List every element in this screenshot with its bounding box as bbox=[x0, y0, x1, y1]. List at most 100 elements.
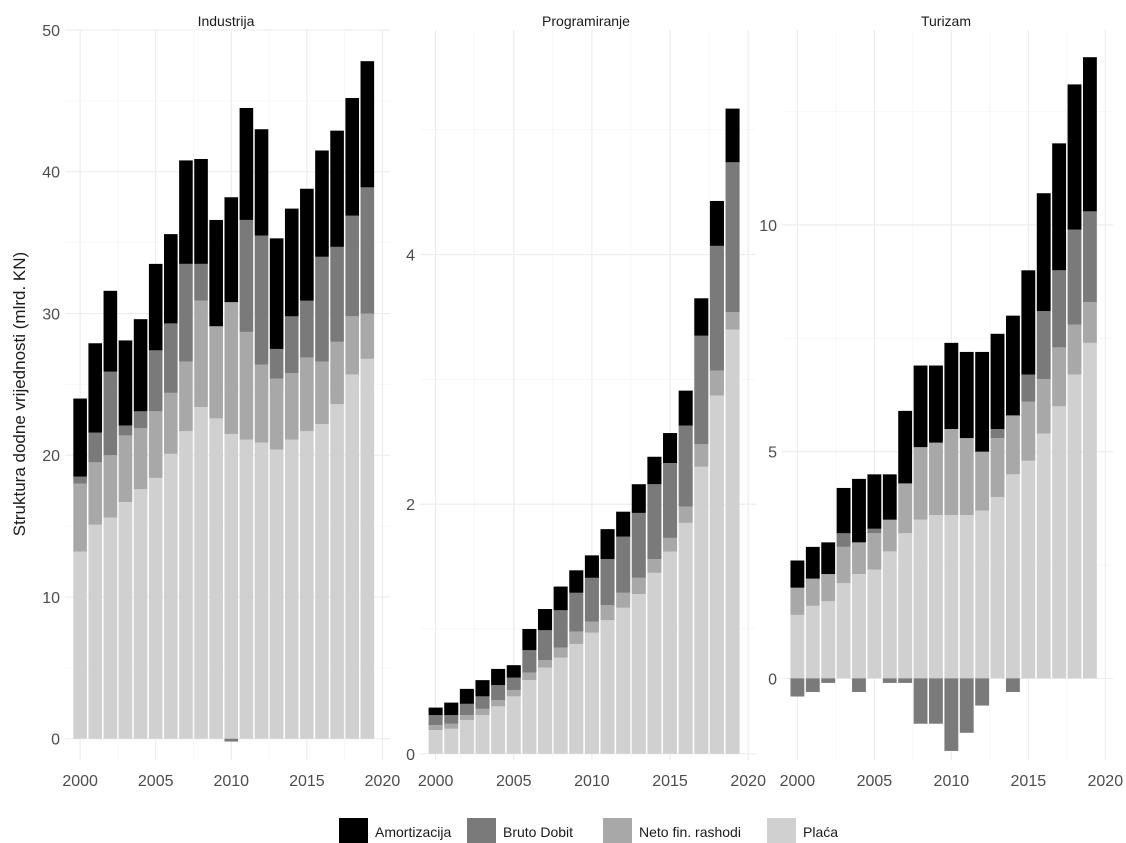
y-tick-label: 10 bbox=[42, 590, 60, 607]
bar-segment bbox=[360, 313, 375, 359]
bar-segment bbox=[73, 483, 87, 552]
bar-segment bbox=[148, 350, 163, 412]
bar-segment bbox=[537, 630, 553, 661]
bar-segment bbox=[118, 340, 133, 426]
bar-segment bbox=[898, 533, 913, 679]
legend-swatch bbox=[467, 818, 496, 843]
bar-segment bbox=[103, 517, 118, 739]
bar-segment bbox=[1082, 57, 1097, 212]
bar-segment bbox=[103, 455, 118, 518]
bar-segment bbox=[254, 442, 269, 739]
bar-segment bbox=[224, 738, 239, 742]
bar-segment bbox=[975, 678, 990, 706]
bar-segment bbox=[537, 667, 553, 754]
bar-segment bbox=[164, 392, 178, 454]
bar-segment bbox=[913, 678, 928, 724]
bar-segment bbox=[790, 560, 805, 588]
bar-segment bbox=[1067, 229, 1082, 325]
legend-swatch bbox=[339, 818, 368, 843]
bar-segment bbox=[1006, 474, 1020, 679]
bar-segment bbox=[898, 678, 913, 683]
bar-segment bbox=[133, 411, 148, 429]
bar-segment bbox=[990, 497, 1005, 679]
bar-segment bbox=[584, 621, 599, 633]
x-tick-label: 2010 bbox=[934, 773, 970, 790]
bar-segment bbox=[725, 312, 740, 330]
bar-segment bbox=[929, 365, 943, 443]
bar-segment bbox=[836, 487, 851, 534]
bar-segment bbox=[284, 316, 299, 374]
bar-segment bbox=[475, 696, 490, 709]
bar-segment bbox=[459, 688, 474, 704]
bar-segment bbox=[522, 672, 537, 681]
bar-segment bbox=[694, 298, 709, 336]
bar-segment bbox=[882, 678, 897, 683]
bar-segment bbox=[164, 453, 178, 739]
x-tick-label: 2020 bbox=[365, 773, 401, 790]
bar-segment bbox=[537, 609, 553, 631]
bar-segment bbox=[1082, 342, 1097, 679]
bar-segment bbox=[975, 451, 990, 511]
bar-segment bbox=[709, 245, 724, 371]
bar-segment bbox=[330, 404, 344, 739]
bar-segment bbox=[73, 476, 87, 484]
bar-segment bbox=[459, 715, 474, 721]
bar-segment bbox=[73, 398, 87, 477]
bar-segment bbox=[1036, 379, 1051, 434]
y-tick-label: 10 bbox=[759, 218, 777, 235]
bar-segment bbox=[428, 707, 443, 716]
bar-segment bbox=[506, 665, 521, 678]
bar-segment bbox=[506, 677, 521, 691]
bar-segment bbox=[678, 425, 693, 507]
bar-segment bbox=[790, 678, 805, 697]
bar-segment bbox=[898, 483, 913, 534]
legend-label: Neto fin. rashodi bbox=[639, 824, 741, 840]
bar-segment bbox=[103, 371, 118, 456]
bar-segment bbox=[475, 715, 490, 754]
bar-segment bbox=[929, 678, 943, 724]
bar-segment bbox=[1036, 311, 1051, 380]
bar-segment bbox=[428, 725, 443, 731]
bar-segment bbox=[569, 592, 584, 632]
x-tick-label: 2005 bbox=[857, 773, 893, 790]
bar-segment bbox=[790, 587, 805, 615]
bar-segment bbox=[929, 442, 943, 516]
y-tick-label: 50 bbox=[42, 23, 60, 40]
bar-segment bbox=[239, 331, 254, 440]
bar-segment bbox=[694, 444, 709, 467]
x-tick-label: 2020 bbox=[730, 773, 766, 790]
bar-segment bbox=[179, 361, 193, 432]
facet-title: Turizam bbox=[921, 13, 971, 29]
bar-segment bbox=[88, 524, 103, 739]
bar-segment bbox=[1036, 433, 1051, 679]
bar-segment bbox=[616, 511, 631, 537]
bar-segment bbox=[867, 528, 882, 534]
y-tick-label: 40 bbox=[42, 165, 60, 182]
legend-label: Amortizacija bbox=[375, 824, 451, 840]
bar-segment bbox=[913, 365, 928, 448]
bar-segment bbox=[990, 429, 1005, 439]
bar-segment bbox=[569, 570, 584, 593]
bar-segment bbox=[944, 515, 959, 679]
y-tick-label: 4 bbox=[406, 248, 415, 265]
bar-segment bbox=[269, 348, 284, 379]
legend-label: Bruto Dobit bbox=[503, 824, 573, 840]
bar-segment bbox=[663, 433, 678, 464]
bar-segment bbox=[631, 484, 646, 513]
bar-segment bbox=[867, 569, 882, 679]
bar-segment bbox=[330, 341, 344, 405]
bar-segment bbox=[103, 290, 118, 372]
bar-segment bbox=[631, 512, 646, 578]
bar-segment bbox=[300, 188, 314, 301]
bar-segment bbox=[133, 489, 148, 739]
bar-segment bbox=[867, 533, 882, 570]
bar-segment bbox=[898, 410, 913, 484]
bar-segment bbox=[663, 463, 678, 538]
bar-segment bbox=[360, 61, 375, 188]
bar-segment bbox=[569, 643, 584, 754]
bar-segment bbox=[444, 728, 459, 754]
bar-segment bbox=[709, 200, 724, 246]
bar-segment bbox=[1052, 270, 1067, 348]
x-tick-label: 2000 bbox=[62, 773, 98, 790]
